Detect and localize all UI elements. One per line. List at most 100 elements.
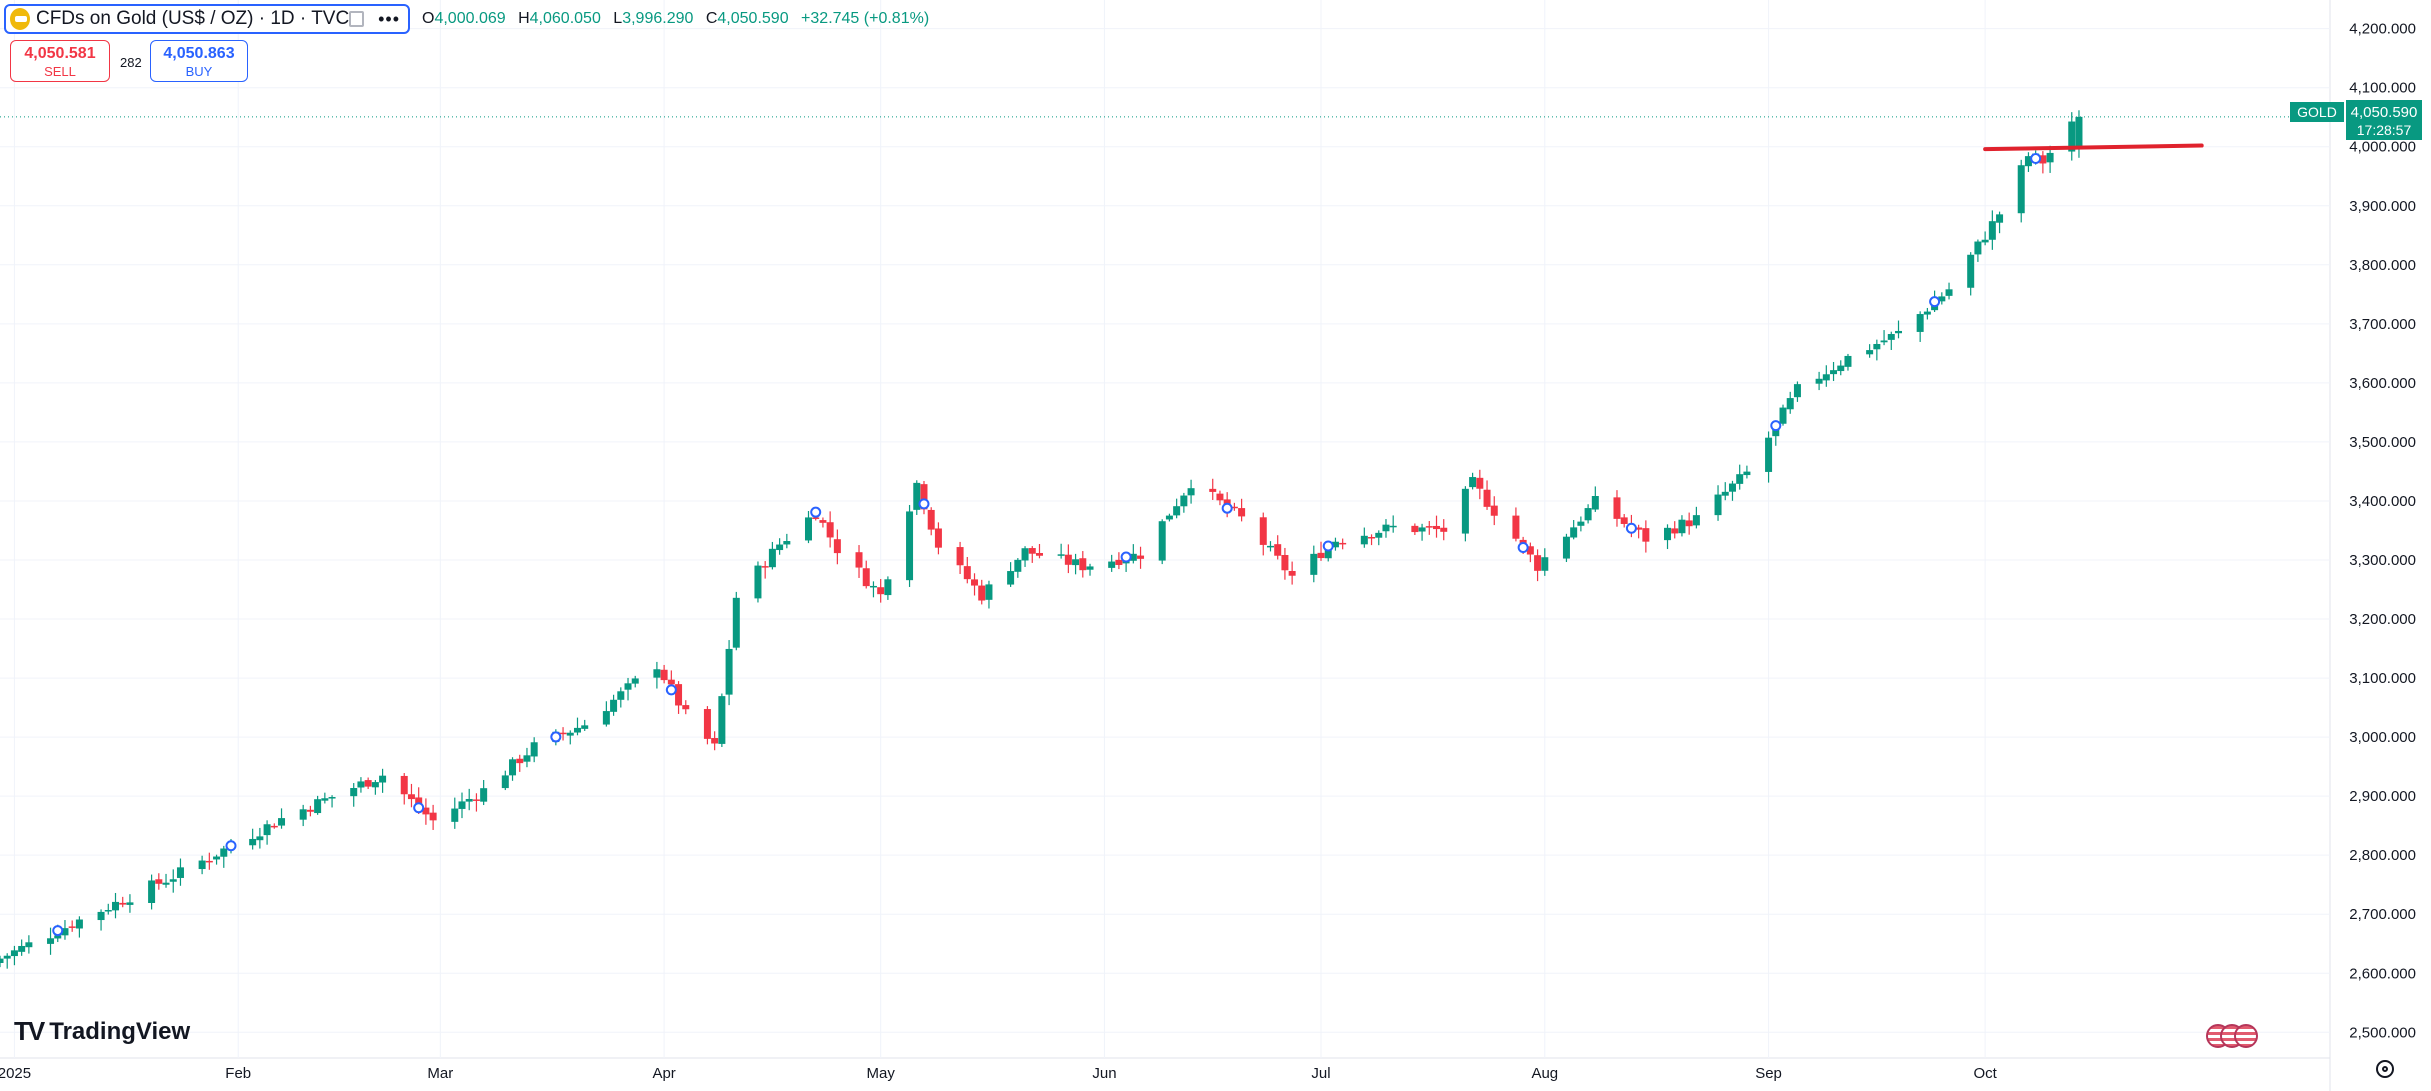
candle-body [126, 902, 134, 905]
candle-body [47, 938, 55, 944]
price-tick-label: 3,300.000 [2349, 552, 2416, 569]
candle-body [1490, 505, 1498, 516]
time-axis[interactable]: 2025 Feb Mar Apr May Jun Jul Aug Sep Oct [0, 1065, 1998, 1082]
candle-body [1368, 537, 1376, 539]
candle-body [1317, 552, 1325, 559]
sell-button[interactable]: 4,050.581 SELL [10, 40, 110, 82]
candle-body [2075, 116, 2083, 147]
candle-body [1642, 528, 1650, 542]
price-axis[interactable]: 2,500.000 2,600.000 2,700.000 2,800.000 2,90… [2349, 21, 2416, 1042]
price-tick-label: 3,100.000 [2349, 670, 2416, 687]
candle-body [920, 484, 928, 510]
candle-body [1028, 548, 1036, 554]
candle-body [956, 547, 964, 566]
candle-body [978, 585, 986, 601]
candle-body [1996, 214, 2004, 223]
candle-body [783, 541, 791, 545]
buy-price: 4,050.863 [163, 45, 235, 62]
candle-body [278, 818, 286, 826]
candle-body [472, 799, 480, 801]
candle-body [1173, 506, 1181, 516]
candle-body [162, 882, 170, 885]
candle-body [877, 587, 885, 595]
price-tick-label: 4,000.000 [2349, 139, 2416, 156]
event-markers [52, 153, 2042, 937]
price-tag-countdown: 17:28:57 [2357, 122, 2412, 138]
candle-body [306, 809, 314, 812]
candle-body [516, 758, 524, 764]
candle-body [10, 950, 18, 957]
candle-body [1562, 536, 1570, 559]
tradingview-logo[interactable]: TV TradingView [14, 1016, 190, 1047]
chart-settings-gear-icon[interactable] [2376, 1060, 2394, 1078]
candle-body [1591, 496, 1599, 510]
price-tick-label: 3,900.000 [2349, 198, 2416, 215]
candle-body [1736, 474, 1744, 484]
event-marker-icon [1625, 522, 1637, 534]
candle-body [711, 738, 719, 744]
event-marker-icon [810, 506, 822, 518]
candle-body [465, 798, 473, 802]
candle-body [1461, 488, 1469, 534]
candle-body [1281, 555, 1289, 571]
candle-body [761, 566, 769, 568]
candle-body [1945, 289, 1953, 296]
candle-body [718, 696, 726, 744]
candle-body [1664, 527, 1672, 541]
candle-body [1577, 521, 1585, 526]
candle-body [1541, 557, 1549, 571]
candle-body [2017, 165, 2025, 214]
toggle-icon[interactable] [349, 11, 365, 27]
candle-body [1526, 546, 1534, 555]
candle-body [869, 585, 877, 588]
candle-body [458, 801, 466, 809]
candle-body [1916, 314, 1924, 332]
candle-body [400, 775, 408, 795]
candle-body [819, 520, 827, 523]
candle-body [1743, 471, 1751, 476]
economic-events[interactable] [2206, 1024, 2258, 1048]
candle-body [213, 856, 221, 860]
candle-body [1079, 558, 1087, 571]
event-marker-icon [1322, 540, 1334, 552]
candle-body [1411, 525, 1419, 533]
candle-body [934, 528, 942, 548]
candle-body [155, 879, 163, 884]
high-label: H [518, 10, 530, 27]
candle-body [1389, 525, 1397, 528]
event-marker-icon [1770, 420, 1782, 432]
candlesticks [0, 110, 2083, 969]
candle-body [1779, 407, 1787, 424]
more-options-icon[interactable]: ••• [378, 8, 400, 29]
candle-body [1331, 541, 1339, 548]
candle-body [1635, 527, 1643, 530]
us-flag-icon[interactable] [2234, 1024, 2258, 1048]
symbol-header[interactable]: CFDs on Gold (US$ / OZ) · 1D · TVC ••• [4, 4, 410, 34]
candle-body [1988, 221, 1996, 240]
event-marker-icon [1929, 296, 1941, 308]
buy-button[interactable]: 4,050.863 BUY [150, 40, 248, 82]
low-value: 3,996.290 [622, 10, 694, 27]
candle-body [1021, 548, 1029, 561]
candle-body [971, 579, 979, 586]
price-tick-label: 3,200.000 [2349, 611, 2416, 628]
candle-body [1685, 520, 1693, 527]
event-marker-icon [225, 840, 237, 852]
candle-body [1014, 559, 1022, 572]
symbol-title[interactable]: CFDs on Gold (US$ / OZ) · 1D · TVC [35, 8, 350, 29]
candle-body [1324, 546, 1332, 559]
horizontal-ray-drawing[interactable] [1983, 143, 2204, 152]
price-tick-label: 3,700.000 [2349, 316, 2416, 333]
price-tag-value: 4,050.590 [2351, 104, 2418, 121]
open-value: 4,000.069 [434, 10, 506, 27]
symbol-tag-text: GOLD [2297, 104, 2337, 120]
gold-logo-icon [10, 8, 30, 30]
candle-body [617, 691, 625, 700]
event-marker-icon [665, 684, 677, 696]
candle-body [1887, 334, 1895, 340]
candle-body [1115, 559, 1123, 565]
candle-body [169, 879, 177, 882]
candle-body [422, 807, 430, 815]
candle-body [256, 836, 264, 841]
